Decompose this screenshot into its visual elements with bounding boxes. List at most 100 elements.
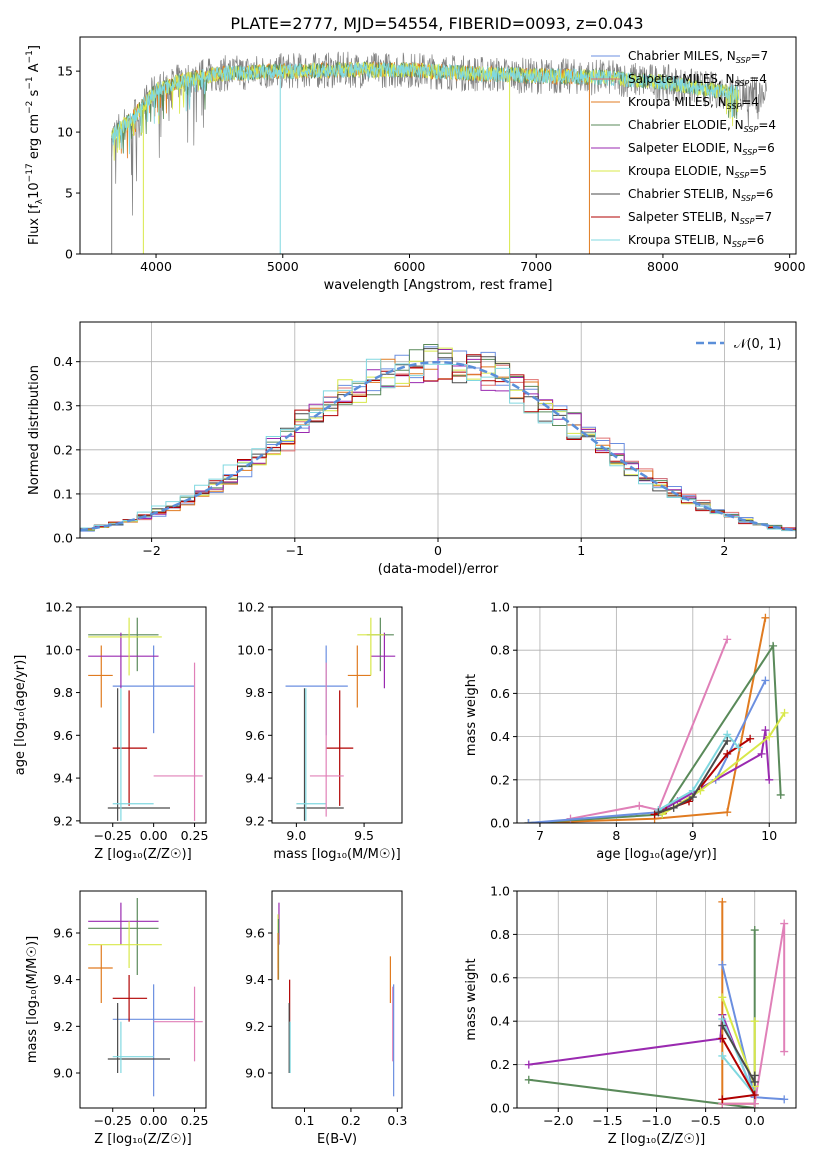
mass-weight-marker: [746, 734, 755, 743]
y-tick-label: 0.4: [490, 729, 510, 744]
y-tick-label: 10.2: [237, 600, 265, 615]
mass-weight-marker: [718, 993, 727, 1002]
y-tick-label: 0.3: [53, 398, 73, 413]
x-tick-label: 0.00: [140, 1113, 168, 1128]
x-tick-label: 0.3: [387, 1113, 407, 1128]
mass-weight-marker: [780, 919, 789, 928]
x-tick-label: 9.5: [354, 828, 374, 843]
y-tick-label: 9.4: [245, 972, 265, 987]
panel-residual-histogram: −2 −1 0 1 2 0.0 0.1 0.2 0.3 0.4 (data-model)/error…: [27, 321, 797, 577]
mass-weight-marker: [524, 1060, 533, 1069]
plot-area: [88, 898, 203, 1097]
y-tick-label: 0.4: [490, 1014, 510, 1029]
legend-label: Chabrier ELODIE, NSSP=4: [628, 118, 776, 134]
y-tick-label: 9.2: [245, 1019, 265, 1034]
mass-weight-line: [658, 740, 729, 814]
x-tick-label: 7: [536, 828, 544, 843]
x-tick-label: −1: [286, 543, 304, 558]
x-tick-label: −0.5: [690, 1113, 720, 1128]
gaussian-curve: [80, 360, 794, 532]
histogram-step: [80, 358, 796, 532]
y-axis-label: Flux [fλ10−17 erg cm−2 s−1 A−1]: [25, 45, 45, 245]
y-tick-label: 0: [65, 247, 73, 262]
y-tick-label: 0.0: [490, 1101, 510, 1116]
y-tick-label: 0.0: [53, 531, 73, 546]
mass-weight-marker: [718, 897, 727, 906]
x-tick-label: 0.1: [295, 1113, 315, 1128]
y-axis-label: mass weight: [464, 674, 479, 756]
y-tick-label: 9.6: [245, 728, 265, 743]
mass-weight-line: [528, 617, 767, 823]
mass-weight-marker: [750, 1017, 759, 1026]
y-tick-label: 0.0: [490, 816, 510, 831]
mass-weight-marker: [524, 1075, 533, 1084]
axes-frame: [79, 36, 797, 255]
x-tick-label: 4000: [140, 259, 172, 274]
mass-weight-marker: [723, 635, 732, 644]
y-tick-label: 9.2: [53, 1019, 73, 1034]
mass-weight-line: [657, 732, 740, 811]
y-tick-label: 10.0: [45, 642, 73, 657]
y-tick-label: 1.0: [490, 600, 510, 615]
x-tick-label: 10: [761, 828, 777, 843]
x-tick-label: −2: [142, 543, 160, 558]
legend-label: Kroupa MILES, NSSP=4: [628, 95, 759, 111]
x-tick-label: 0: [434, 543, 442, 558]
x-axis-label: Z [log₁₀(Z/Z☉)]: [94, 1132, 191, 1147]
y-tick-label: 0.2: [490, 772, 510, 787]
panel-mass-weight-vs-age: 7 8 9 10 0.0 0.2 0.4 0.6 0.8 1.0 age [log₁₀(age/yr…: [464, 600, 797, 862]
legend-label: Chabrier MILES, NSSP=7: [628, 49, 768, 65]
x-tick-label: 9.0: [286, 828, 306, 843]
y-tick-label: 9.8: [245, 685, 265, 700]
x-tick-label: 0.00: [140, 828, 168, 843]
legend-label: 𝒩(0, 1): [734, 337, 781, 352]
figure-title: PLATE=2777, MJD=54554, FIBERID=0093, z=0…: [230, 14, 643, 33]
x-axis-label: Z [log₁₀(Z/Z☉)]: [608, 1132, 705, 1147]
mass-weight-marker: [765, 775, 774, 784]
y-tick-label: 0.1: [53, 486, 73, 501]
x-tick-label: 9: [689, 828, 697, 843]
x-tick-label: −1.0: [641, 1113, 671, 1128]
mass-weight-marker: [750, 926, 759, 935]
legend-label: Chabrier STELIB, NSSP=6: [628, 187, 773, 203]
y-tick-label: 9.8: [53, 685, 73, 700]
y-tick-label: 0.4: [53, 354, 73, 369]
y-tick-label: 15: [57, 64, 73, 79]
panel-age-vs-Z: −0.25 0.00 0.25 9.2 9.4 9.6 9.8 10.0 10.2 Z [log₁…: [13, 600, 208, 863]
mass-weight-marker: [654, 808, 663, 817]
plot-area: [88, 617, 203, 821]
axes-frame: [271, 890, 403, 1109]
y-tick-label: 5: [65, 186, 73, 201]
legend-label: Salpeter ELODIE, NSSP=6: [628, 141, 775, 157]
legend-label: Salpeter STELIB, NSSP=7: [628, 210, 772, 226]
x-tick-label: −1.5: [592, 1113, 622, 1128]
y-tick-label: 9.4: [245, 771, 265, 786]
mass-weight-line: [722, 923, 786, 1105]
mass-weight-marker: [750, 1099, 759, 1108]
x-tick-label: 2: [720, 543, 728, 558]
plot-area: [277, 902, 395, 1097]
mass-weight-marker: [757, 749, 766, 758]
panel-mass-vs-EBV: 0.1 0.2 0.3 9.0 9.2 9.4 9.6 E(B-V): [245, 890, 407, 1147]
spectrum-model-line: [111, 62, 740, 155]
x-axis-label: (data-model)/error: [378, 562, 499, 577]
panel-mass-vs-Z: −0.25 0.00 0.25 9.0 9.2 9.4 9.6 Z [log₁₀(Z/Z☉)]…: [25, 890, 208, 1147]
mass-weight-marker: [723, 808, 732, 817]
plot-area: [111, 51, 767, 254]
y-tick-label: 0.8: [490, 643, 510, 658]
y-tick-label: 0.8: [490, 927, 510, 942]
mass-weight-marker: [761, 676, 770, 685]
y-axis-label: Normed distribution: [27, 365, 42, 495]
plot-area: [285, 617, 396, 821]
spectrum-data-line: [111, 51, 767, 216]
x-tick-label: 8: [612, 828, 620, 843]
plot-area: [524, 897, 789, 1108]
mass-weight-marker: [669, 803, 678, 812]
mass-weight-marker: [780, 708, 789, 717]
y-tick-label: 9.2: [245, 813, 265, 828]
y-tick-label: 10: [57, 125, 73, 140]
legend-label: Kroupa STELIB, NSSP=6: [628, 233, 764, 249]
y-axis-label: age [log₁₀(age/yr)]: [13, 655, 28, 776]
y-tick-label: 0.2: [53, 442, 73, 457]
